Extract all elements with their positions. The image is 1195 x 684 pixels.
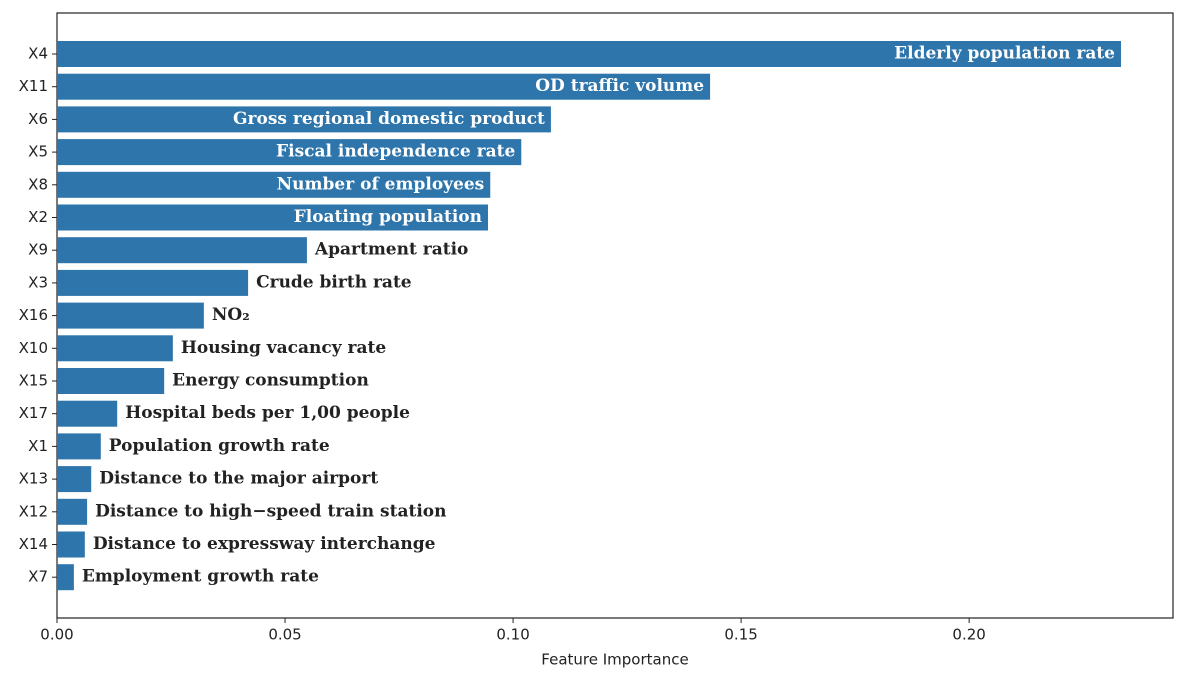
y-tick-label: X5: [28, 143, 48, 161]
y-tick-label: X17: [19, 404, 48, 422]
bar: [57, 106, 551, 133]
bar: [57, 564, 74, 591]
y-tick-label: X4: [28, 45, 48, 63]
y-tick-label: X10: [19, 339, 48, 357]
y-tick-label: X14: [19, 535, 48, 553]
bar-label: Housing vacancy rate: [181, 338, 387, 358]
y-tick-label: X1: [28, 437, 48, 455]
y-tick-label: X3: [28, 273, 48, 291]
y-tick-label: X9: [28, 241, 48, 259]
x-tick-label: 0.05: [268, 626, 301, 644]
y-tick-label: X6: [28, 110, 48, 128]
bar-label: NO₂: [212, 305, 250, 325]
x-tick-label: 0.10: [496, 626, 529, 644]
bar-label: OD traffic volume: [535, 76, 704, 96]
bar-label: Distance to the major airport: [99, 469, 378, 489]
x-tick-label: 0.15: [724, 626, 757, 644]
bar-label: Gross regional domestic product: [233, 109, 545, 129]
bar-label: Distance to high−speed train station: [95, 501, 446, 521]
bar-label: Distance to expressway interchange: [93, 534, 436, 554]
bar: [57, 73, 711, 100]
y-tick-label: X13: [19, 470, 48, 488]
y-tick-label: X2: [28, 208, 48, 226]
bar: [57, 171, 491, 198]
x-axis-label: Feature Importance: [541, 651, 688, 669]
x-tick-label: 0.00: [40, 626, 73, 644]
y-tick-label: X11: [19, 77, 48, 95]
y-tick-label: X7: [28, 568, 48, 586]
bar-label: Energy consumption: [172, 371, 369, 391]
bar: [57, 400, 118, 427]
bar-label: Crude birth rate: [256, 272, 412, 292]
bar-label: Elderly population rate: [894, 44, 1115, 64]
bar: [57, 302, 204, 329]
bar-label: Hospital beds per 1,00 people: [125, 403, 410, 423]
bar: [57, 433, 101, 460]
y-tick-label: X8: [28, 175, 48, 193]
bar: [57, 466, 92, 493]
x-tick-label: 0.20: [952, 626, 985, 644]
bar: [57, 237, 307, 264]
bar-label: Fiscal independence rate: [276, 142, 515, 162]
bar: [57, 335, 173, 362]
bar: [57, 41, 1122, 67]
bar-label: Floating population: [294, 207, 482, 227]
bar-label: Apartment ratio: [314, 240, 468, 260]
bar-label: Employment growth rate: [82, 567, 319, 587]
y-tick-label: X12: [19, 502, 48, 520]
bar-label: Number of employees: [277, 174, 485, 194]
bar: [57, 498, 88, 525]
bar: [57, 368, 165, 394]
bar: [57, 269, 249, 296]
y-tick-label: X16: [19, 306, 48, 324]
bar: [57, 531, 85, 558]
bar: [57, 204, 488, 231]
bar: [57, 139, 522, 166]
bar-label: Population growth rate: [109, 436, 330, 456]
y-tick-label: X15: [19, 372, 48, 390]
